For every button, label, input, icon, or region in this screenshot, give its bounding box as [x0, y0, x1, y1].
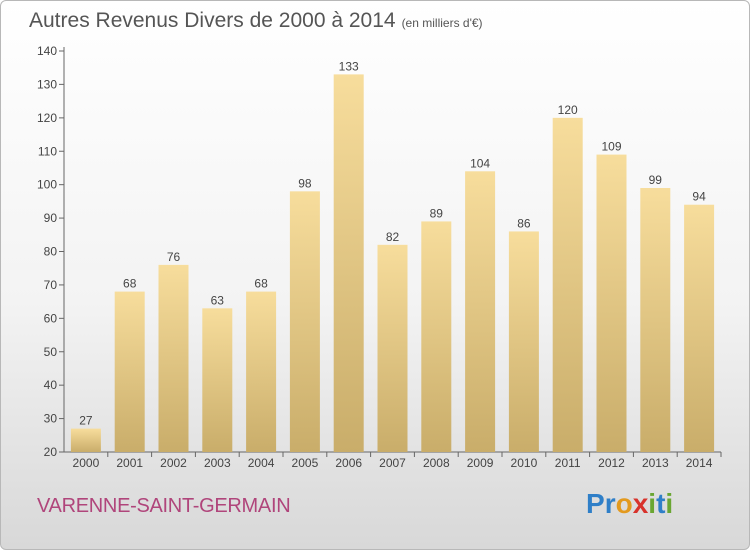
- data-label-2009: 104: [470, 156, 490, 170]
- data-label-2010: 86: [517, 216, 531, 230]
- x-tick-label-2008: 2008: [423, 456, 450, 470]
- x-tick-label-2001: 2001: [116, 456, 143, 470]
- bar-2008: [421, 221, 452, 452]
- y-tick-label: 110: [38, 144, 57, 158]
- title-unit: (en milliers d'€): [401, 16, 483, 30]
- y-tick-label: 30: [44, 412, 58, 426]
- x-tick-label-2010: 2010: [511, 456, 538, 470]
- proxiti-logo: Proxiti: [586, 488, 673, 520]
- x-tick-label-2011: 2011: [555, 456, 581, 470]
- data-label-2001: 68: [123, 277, 137, 291]
- bar-2006: [333, 74, 364, 453]
- logo-letter: i: [665, 488, 674, 519]
- x-tick-label-2012: 2012: [598, 456, 625, 470]
- chart-title: Autres Revenus Divers de 2000 à 2014 (en …: [29, 9, 483, 33]
- x-tick-label-2009: 2009: [467, 456, 494, 470]
- y-tick-label: 50: [44, 345, 58, 359]
- bar-2014: [684, 204, 715, 452]
- x-tick-label-2003: 2003: [204, 456, 231, 470]
- data-label-2006: 133: [339, 59, 359, 73]
- x-tick-label-2013: 2013: [642, 456, 669, 470]
- y-tick-label: 70: [44, 278, 58, 292]
- bar-2012: [596, 154, 627, 452]
- data-label-2003: 63: [211, 293, 225, 307]
- data-label-2000: 27: [79, 414, 93, 428]
- y-tick-label: 140: [37, 44, 57, 58]
- data-label-2011: 120: [558, 103, 578, 117]
- data-label-2008: 89: [430, 206, 444, 220]
- data-label-2012: 109: [601, 140, 621, 154]
- x-tick-label-2014: 2014: [686, 456, 713, 470]
- y-tick-label: 60: [44, 311, 58, 325]
- data-label-2014: 94: [692, 190, 706, 204]
- data-label-2002: 76: [167, 250, 181, 264]
- bar-2009: [465, 171, 496, 453]
- bar-2013: [640, 188, 671, 452]
- y-tick-label: 40: [44, 378, 58, 392]
- data-label-2007: 82: [386, 230, 400, 244]
- data-label-2013: 99: [649, 173, 663, 187]
- bar-2002: [158, 264, 189, 452]
- logo-letter: o: [615, 488, 633, 519]
- x-tick-label-2007: 2007: [379, 456, 406, 470]
- bar-2007: [377, 244, 408, 452]
- logo-letter: x: [632, 488, 649, 519]
- x-tick-label-2004: 2004: [248, 456, 275, 470]
- bar-2003: [202, 308, 233, 452]
- bar-2011: [552, 117, 583, 452]
- y-tick-label: 100: [37, 178, 57, 192]
- bar-2004: [246, 291, 277, 452]
- data-label-2005: 98: [298, 176, 312, 190]
- y-tick-label: 130: [37, 77, 57, 91]
- y-tick-label: 80: [44, 245, 58, 259]
- data-label-2004: 68: [254, 277, 268, 291]
- commune-name: VARENNE-SAINT-GERMAIN: [37, 495, 291, 517]
- x-tick-label-2000: 2000: [73, 456, 100, 470]
- y-tick-label: 120: [37, 111, 57, 125]
- logo-letter: i: [648, 488, 657, 519]
- x-tick-label-2006: 2006: [335, 456, 362, 470]
- y-tick-label: 20: [44, 445, 58, 459]
- bar-2000: [70, 428, 101, 452]
- x-tick-label-2005: 2005: [292, 456, 319, 470]
- bar-2005: [289, 191, 320, 452]
- title-text: Autres Revenus Divers de 2000 à 2014: [29, 9, 396, 32]
- x-tick-label-2002: 2002: [160, 456, 187, 470]
- bar-2001: [114, 291, 145, 452]
- logo-letter: r: [604, 488, 616, 519]
- y-tick-label: 90: [44, 211, 58, 225]
- bar-2010: [508, 231, 539, 452]
- logo-letter: t: [656, 488, 666, 519]
- logo-letter: P: [586, 488, 605, 519]
